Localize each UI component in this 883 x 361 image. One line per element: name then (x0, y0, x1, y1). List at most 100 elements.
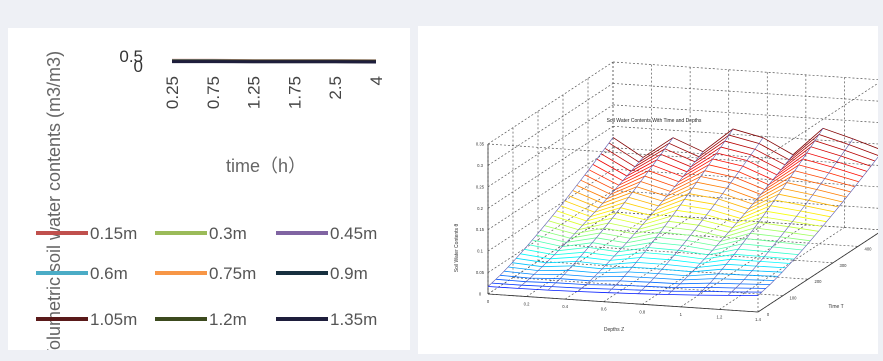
x-tick-label: 0.25 (163, 76, 182, 109)
y-tick-label: 200 (815, 279, 823, 284)
legend-label: 1.35m (330, 310, 377, 329)
surface-line (697, 128, 824, 296)
x-tick-label: 0.75 (204, 76, 223, 109)
y-axis-label: Time T (828, 304, 843, 310)
surface-line (600, 146, 872, 172)
y-tick-labels: 0.5 0 (119, 47, 143, 76)
gridline (564, 216, 691, 300)
x-axis-label: Depths Z (604, 327, 624, 333)
z-tick-label: 0.2 (477, 206, 483, 211)
gridline (487, 211, 614, 295)
legend-label: 0.9m (330, 264, 368, 283)
x-axis-label: time（h） (226, 156, 306, 176)
x-tick-label: 1 (680, 312, 683, 317)
legend-label: 0.15m (90, 224, 137, 243)
y-tick-label: 0 (134, 57, 143, 76)
gridline (562, 244, 834, 264)
surface-line (487, 286, 759, 296)
surface-line (540, 230, 811, 242)
gridline (487, 211, 614, 295)
legend-label: 1.05m (90, 310, 137, 329)
z-tick-label: 0.15 (476, 227, 485, 232)
surface-line (516, 257, 787, 269)
z-tick-label: 0.05 (476, 270, 485, 275)
x-tick-label: 1.4 (755, 317, 761, 322)
surface-line (580, 176, 851, 195)
surface-line (584, 170, 855, 191)
axis-ticks: 0 0.05 0.1 0.15 0.2 0.25 0.3 0.35 0 0.2 0.4 0.6 0.8 1… (476, 142, 873, 323)
surface-chart: Soil Water Contents With Time and Depths… (454, 61, 883, 333)
gridline (612, 190, 883, 209)
x-tick-label: 2.5 (326, 76, 345, 100)
gridline (612, 125, 883, 145)
surface-line (552, 215, 823, 229)
gridline (612, 168, 883, 188)
surface-line (577, 151, 704, 292)
gridline (487, 104, 614, 188)
surface-line (548, 220, 819, 233)
surface-chart-panel: Soil Water Contents With Time and Depths… (418, 26, 883, 354)
series-lines (172, 58, 377, 64)
surface-line (508, 266, 779, 277)
surface-line (572, 187, 843, 205)
surface-line (607, 128, 734, 293)
gridline (487, 125, 614, 209)
surface-line (604, 140, 876, 168)
surface-line (528, 244, 799, 256)
x-tick-labels: 0.25 0.75 1.25 1.75 2.5 4 (163, 76, 386, 109)
surface-line (512, 262, 783, 273)
z-tick-label: 0 (479, 292, 482, 297)
surface-line (727, 138, 854, 296)
surface-line (556, 209, 827, 224)
y-tick-label: 400 (865, 246, 873, 251)
box-edge (757, 79, 883, 163)
gridline (587, 228, 859, 247)
surface-line (532, 239, 803, 251)
surface-mesh (487, 127, 883, 296)
x-tick-label: 0.8 (639, 309, 645, 314)
legend-label: 0.75m (209, 264, 256, 283)
gridline (537, 260, 809, 280)
surface-line (536, 234, 807, 247)
surface-line (576, 181, 847, 200)
gridline (612, 104, 883, 124)
y-axis-label: Volumetric soil water contents (m3/m3) (44, 51, 64, 350)
gridline (487, 61, 614, 145)
surface-line (592, 158, 863, 182)
surface-line (667, 154, 794, 295)
surface-line (568, 193, 839, 210)
gridline (487, 168, 614, 252)
x-tick-label: 1.2 (717, 314, 723, 319)
x-tick-label: 1.25 (245, 76, 264, 109)
gridline (487, 190, 614, 273)
gridline (487, 83, 614, 166)
surface-line (487, 137, 614, 287)
surface-line (596, 152, 868, 177)
z-tick-label: 0.1 (477, 249, 483, 254)
surface-line (520, 253, 791, 264)
surface-line (588, 164, 859, 186)
gridline (487, 147, 614, 231)
x-tick-label: 4 (367, 76, 386, 85)
surface-line (544, 225, 815, 238)
z-axis-label: Soil Water Contents θ (454, 224, 460, 273)
z-tick-label: 0.35 (476, 142, 485, 147)
surface-line (496, 278, 767, 289)
surface-line (517, 157, 644, 289)
surface-line (500, 274, 771, 285)
surface-line (612, 127, 883, 158)
z-tick-label: 0.25 (476, 184, 485, 189)
surface-line (564, 198, 835, 215)
axis-line (757, 229, 883, 313)
legend-label: 1.2m (209, 310, 247, 329)
gridline (526, 214, 652, 297)
gridline (612, 147, 883, 167)
y-tick-label: 0.5 (119, 47, 143, 66)
chart-title: Soil Water Contents With Time and Depths (607, 118, 702, 124)
x-tick-label: 0 (487, 299, 490, 304)
surface-line (504, 270, 775, 281)
surface-line (524, 248, 795, 260)
surface-line (637, 137, 764, 294)
legend-label: 0.6m (90, 264, 128, 283)
